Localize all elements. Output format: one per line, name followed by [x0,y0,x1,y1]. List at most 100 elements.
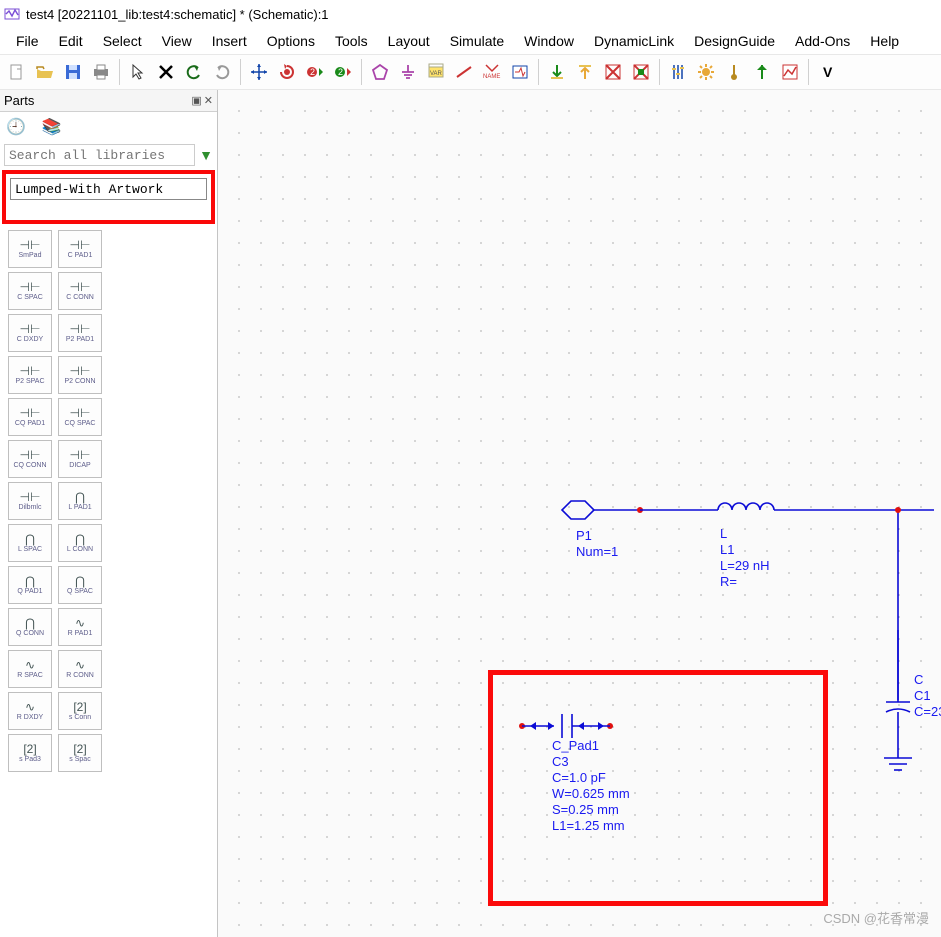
menu-tools[interactable]: Tools [327,31,376,51]
part-s-spac[interactable]: [2]s Spac [58,734,102,772]
part-q-conn[interactable]: ⋂Q CONN [8,608,52,646]
library-icon[interactable]: 📚 [42,117,62,137]
svg-text:NAME: NAME [483,74,500,80]
move-icon[interactable] [246,59,272,85]
probe-icon[interactable] [721,59,747,85]
polygon-icon[interactable] [367,59,393,85]
menu-select[interactable]: Select [95,31,150,51]
menu-view[interactable]: View [154,31,200,51]
svg-text:C: C [914,672,923,687]
part-l-conn[interactable]: ⋂L CONN [58,524,102,562]
delete-x-icon[interactable] [153,59,179,85]
highlight-palette-box [2,170,215,224]
part-dicap[interactable]: ⊣⊢DICAP [58,440,102,478]
app-icon [4,6,20,22]
v-icon[interactable]: V [814,59,840,85]
pop-up-icon[interactable] [572,59,598,85]
undock-icon[interactable]: ▣ [191,94,201,107]
part-dilbmlc[interactable]: ⊣⊢Dilbmlc [8,482,52,520]
parts-tools-row: 🕘 📚 [0,112,217,142]
menu-layout[interactable]: Layout [380,31,438,51]
menu-dynamiclink[interactable]: DynamicLink [586,31,682,51]
part-cq-conn[interactable]: ⊣⊢CQ CONN [8,440,52,478]
svg-text:L1: L1 [720,542,734,557]
part-c-dxdy[interactable]: ⊣⊢C DXDY [8,314,52,352]
menu-window[interactable]: Window [516,31,582,51]
history-icon[interactable]: 🕘 [6,117,26,137]
mirror-x-icon[interactable]: 2 [302,59,328,85]
results-icon[interactable] [777,59,803,85]
menu-options[interactable]: Options [259,31,323,51]
parts-panel: Parts ▣ ✕ 🕘 📚 ▼ ⊣⊢SmPad⊣⊢C PAD1⊣⊢C SPAC⊣… [0,90,218,937]
mirror-y-icon[interactable]: 2 [330,59,356,85]
svg-text:P1: P1 [576,528,592,543]
part-cq-pad1[interactable]: ⊣⊢CQ PAD1 [8,398,52,436]
part-p2-pad1[interactable]: ⊣⊢P2 PAD1 [58,314,102,352]
menu-edit[interactable]: Edit [51,31,91,51]
svg-text:Num=1: Num=1 [576,544,618,559]
parts-search-row: ▼ [0,142,217,168]
gear-icon[interactable] [693,59,719,85]
menu-add-ons[interactable]: Add-Ons [787,31,858,51]
part-l-spac[interactable]: ⋂L SPAC [8,524,52,562]
part-c-pad1[interactable]: ⊣⊢C PAD1 [58,230,102,268]
save-icon[interactable] [60,59,86,85]
close-icon[interactable]: ✕ [204,94,213,107]
part-r-spac[interactable]: ∿R SPAC [8,650,52,688]
name-icon[interactable]: NAME [479,59,505,85]
redo-icon[interactable] [209,59,235,85]
palette-select[interactable] [10,178,207,200]
part-p2-spac[interactable]: ⊣⊢P2 SPAC [8,356,52,394]
menu-simulate[interactable]: Simulate [442,31,512,51]
pointer-icon[interactable] [125,59,151,85]
part-c-conn[interactable]: ⊣⊢C CONN [58,272,102,310]
part-c-spac[interactable]: ⊣⊢C SPAC [8,272,52,310]
svg-text:VAR: VAR [430,71,443,77]
ground-icon[interactable] [395,59,421,85]
new-icon[interactable] [4,59,30,85]
part-p2-conn[interactable]: ⊣⊢P2 CONN [58,356,102,394]
part-smpad[interactable]: ⊣⊢SmPad [8,230,52,268]
svg-text:C1: C1 [914,688,931,703]
part-cq-spac[interactable]: ⊣⊢CQ SPAC [58,398,102,436]
part-l-pad1[interactable]: ⋂L PAD1 [58,482,102,520]
push-down-icon[interactable] [544,59,570,85]
parts-search-input[interactable] [4,144,195,166]
run-up-icon[interactable] [749,59,775,85]
tune-icon[interactable] [665,59,691,85]
schematic-canvas[interactable]: P1Num=1LL1L=29 nHR=CC1C=23 pC_Pad1C3C=1.… [218,90,941,937]
part-r-pad1[interactable]: ∿R PAD1 [58,608,102,646]
svg-text:C=23 p: C=23 p [914,704,941,719]
svg-text:2: 2 [310,67,315,77]
print-icon[interactable] [88,59,114,85]
short-icon[interactable] [628,59,654,85]
menu-insert[interactable]: Insert [204,31,255,51]
part-q-pad1[interactable]: ⋂Q PAD1 [8,566,52,604]
svg-text:L: L [720,526,727,541]
deactivate-icon[interactable] [600,59,626,85]
title-bar: test4 [20221101_lib:test4:schematic] * (… [0,0,941,28]
toolbar: 2 2 VAR NAME V [0,54,941,90]
undo-icon[interactable] [181,59,207,85]
part-s-pad3[interactable]: [2]s Pad3 [8,734,52,772]
part-s-conn[interactable]: [2]s Conn [58,692,102,730]
window-title: test4 [20221101_lib:test4:schematic] * (… [26,7,329,22]
var-icon[interactable]: VAR [423,59,449,85]
menu-file[interactable]: File [8,31,47,51]
watermark: CSDN @花香常漫 [823,908,929,927]
open-icon[interactable] [32,59,58,85]
parts-panel-title: Parts [4,93,34,108]
parts-panel-header: Parts ▣ ✕ [0,90,217,112]
menu-designguide[interactable]: DesignGuide [686,31,783,51]
svg-text:L=29 nH: L=29 nH [720,558,770,573]
simsetup-icon[interactable] [507,59,533,85]
part-r-dxdy[interactable]: ∿R DXDY [8,692,52,730]
svg-text:V: V [823,64,833,80]
wire-icon[interactable] [451,59,477,85]
menu-help[interactable]: Help [862,31,907,51]
filter-icon[interactable]: ▼ [199,147,213,163]
rotate-icon[interactable] [274,59,300,85]
highlight-c-pad-box [488,670,828,906]
part-r-conn[interactable]: ∿R CONN [58,650,102,688]
part-q-spac[interactable]: ⋂Q SPAC [58,566,102,604]
